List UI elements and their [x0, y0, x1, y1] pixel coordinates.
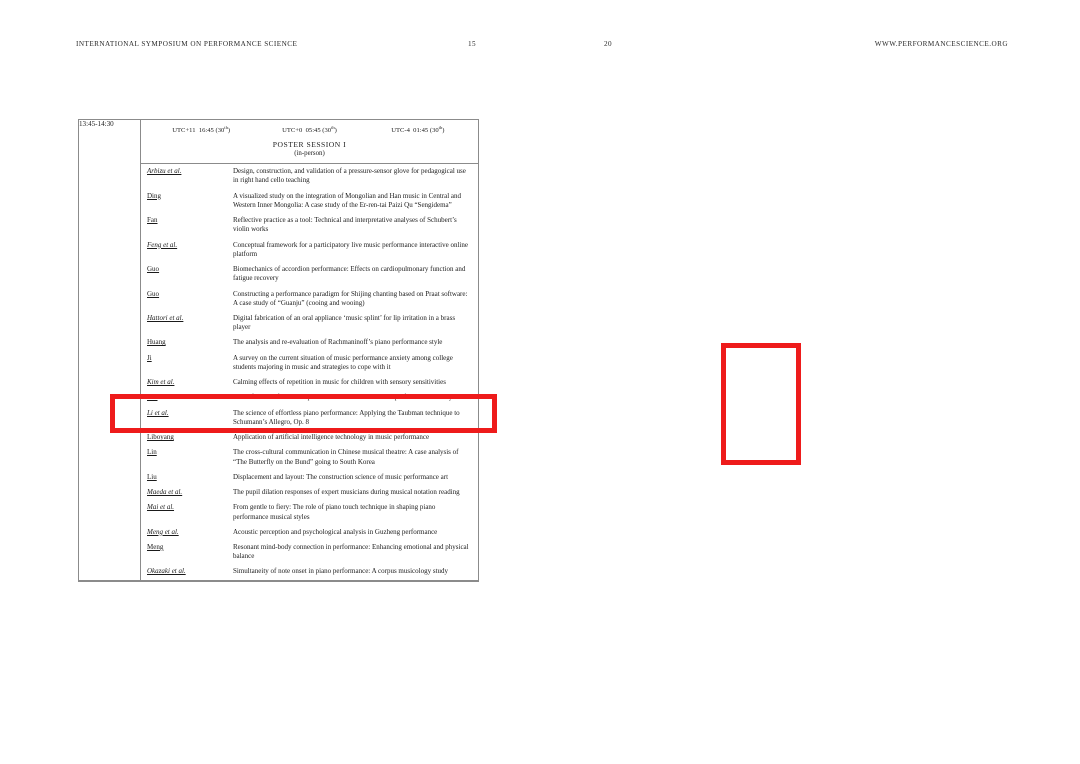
utc-time-0: UTC+11 16:45 (30th) [172, 125, 231, 135]
poster-author: Huang [147, 338, 166, 347]
utc-bar-left: UTC+11 16:45 (30th) UTC+0 05:45 (30th) U… [141, 120, 478, 136]
poster-title: The science of effortless piano performa… [233, 408, 460, 426]
running-head-left: INTERNATIONAL SYMPOSIUM ON PERFORMANCE S… [76, 40, 298, 48]
poster-title: A survey on the current situation of mus… [233, 353, 453, 371]
poster-title: The cross-cultural communication in Chin… [233, 448, 459, 466]
poster-author: Kim et al. [147, 378, 175, 387]
poster-item: Mai et al. From gentle to fiery: The role… [141, 500, 478, 524]
poster-author: Liu [147, 472, 157, 481]
poster-item: Fan Reflective practice as a tool: Techni… [141, 213, 478, 237]
poster-title: Constructing a performance paradigm for … [233, 289, 468, 307]
session-header-cell: UTC+11 16:45 (30th) UTC+0 05:45 (30th) U… [140, 118, 479, 165]
poster-session-table: 13:45-14:30 UTC+11 16:45 (30th) UTC+0 05… [78, 118, 479, 582]
poster-item: Ji A survey on the current situation of m… [141, 351, 478, 375]
poster-title: Digital fabrication of an oral appliance… [233, 314, 456, 332]
poster-list: Arbizu et al. Design, construction, and v… [141, 164, 478, 580]
poster-item: Feng et al. Conceptual framework for a pa… [141, 238, 478, 262]
poster-title: From gentle to fiery: The role of piano … [233, 503, 436, 521]
poster-author: Meng [147, 542, 164, 551]
poster-title: Conceptual framework for a participatory… [233, 240, 468, 258]
poster-item: Meng Resonant mind-body connection in per… [141, 540, 478, 564]
poster-item: Hattori et al. Digital fabrication of an … [141, 311, 478, 335]
session-mode: (in-person) [294, 150, 325, 158]
poster-author: Okazaki et al. [147, 567, 186, 576]
poster-author: Ji [147, 353, 152, 362]
poster-title: A visualized study on the integration of… [233, 191, 462, 209]
poster-title: The analysis and re-evaluation of Rachma… [233, 338, 443, 347]
folio-left: 15 [468, 40, 477, 48]
poster-session-header-row: 13:45-14:30 UTC+11 16:45 (30th) UTC+0 05… [78, 118, 479, 581]
poster-item: Okazaki et al. Simultaneity of note onset… [141, 564, 478, 579]
poster-author: Maeda et al. [147, 488, 183, 497]
poster-item: Meng et al. Acoustic perception and psych… [141, 525, 478, 540]
poster-title: Displacement and layout: The constructio… [233, 472, 449, 481]
poster-title: Design, construction, and validation of … [233, 167, 466, 185]
page-right: 20 WWW.PERFORMANCESCIENCE.ORG 10:15-10:4… [540, 0, 1080, 764]
poster-item: Liboyang Application of artificial intell… [141, 430, 478, 445]
poster-list-cell: Arbizu et al. Design, construction, and v… [140, 163, 479, 581]
poster-author: Lin [147, 448, 157, 457]
poster-author: Mai et al. [147, 503, 175, 512]
table-closing-rule [78, 579, 479, 582]
poster-author: Guo [147, 289, 160, 298]
poster-author: Liboyang [147, 433, 174, 442]
poster-title: Calming effects of repetition in music f… [233, 378, 446, 387]
poster-author: Guo [147, 265, 160, 274]
poster-title: Reflective practice as a tool: Technical… [233, 216, 457, 234]
poster-title: Application of artificial intelligence t… [233, 433, 430, 442]
poster-item: Liu Displacement and layout: The construc… [141, 470, 478, 485]
poster-author: Lee [147, 393, 158, 402]
folio-right: 20 [604, 40, 613, 48]
poster-title: The influence of audience presence dimen… [233, 393, 453, 402]
poster-author: Li et al. [147, 408, 169, 417]
page-left: INTERNATIONAL SYMPOSIUM ON PERFORMANCE S… [76, 40, 479, 582]
poster-item: Lin The cross-cultural communication in C… [141, 445, 478, 469]
poster-author: Ding [147, 191, 161, 200]
session-title: POSTER SESSION I [272, 140, 347, 150]
poster-item: Guo Biomechanics of accordion performance… [141, 262, 478, 286]
poster-author: Arbizu et al. [147, 167, 182, 176]
utc-time-1: UTC+0 05:45 (30th) [282, 125, 337, 135]
poster-item: Kim et al. Calming effects of repetition … [141, 375, 478, 390]
running-head-right: WWW.PERFORMANCESCIENCE.ORG [874, 40, 1008, 48]
poster-item: Lee The influence of audience presence di… [141, 390, 478, 405]
poster-title: The pupil dilation responses of expert m… [233, 488, 460, 497]
poster-title: Acoustic perception and psychological an… [233, 527, 438, 536]
poster-item: Maeda et al. The pupil dilation responses… [141, 485, 478, 500]
poster-title: Biomechanics of accordion performance: E… [233, 265, 466, 283]
poster-item: Ding A visualized study on the integratio… [141, 189, 478, 213]
poster-author: Meng et al. [147, 527, 179, 536]
poster-author: Fan [147, 216, 158, 225]
poster-item: Arbizu et al. Design, construction, and v… [141, 164, 478, 188]
poster-author: Hattori et al. [147, 314, 184, 322]
poster-author: Feng et al. [147, 240, 178, 249]
poster-item: Guo Constructing a performance paradigm f… [141, 287, 478, 311]
poster-item: Huang The analysis and re-evaluation of R… [141, 335, 478, 350]
poster-title: Resonant mind-body connection in perform… [233, 542, 469, 561]
time-range-cell: 13:45-14:30 [78, 119, 141, 581]
poster-title: Simultaneity of note onset in piano perf… [233, 567, 449, 576]
poster-item: Li et al. The science of effortless piano… [141, 406, 478, 430]
utc-time-2: UTC-4 01:45 (30th) [391, 125, 445, 135]
